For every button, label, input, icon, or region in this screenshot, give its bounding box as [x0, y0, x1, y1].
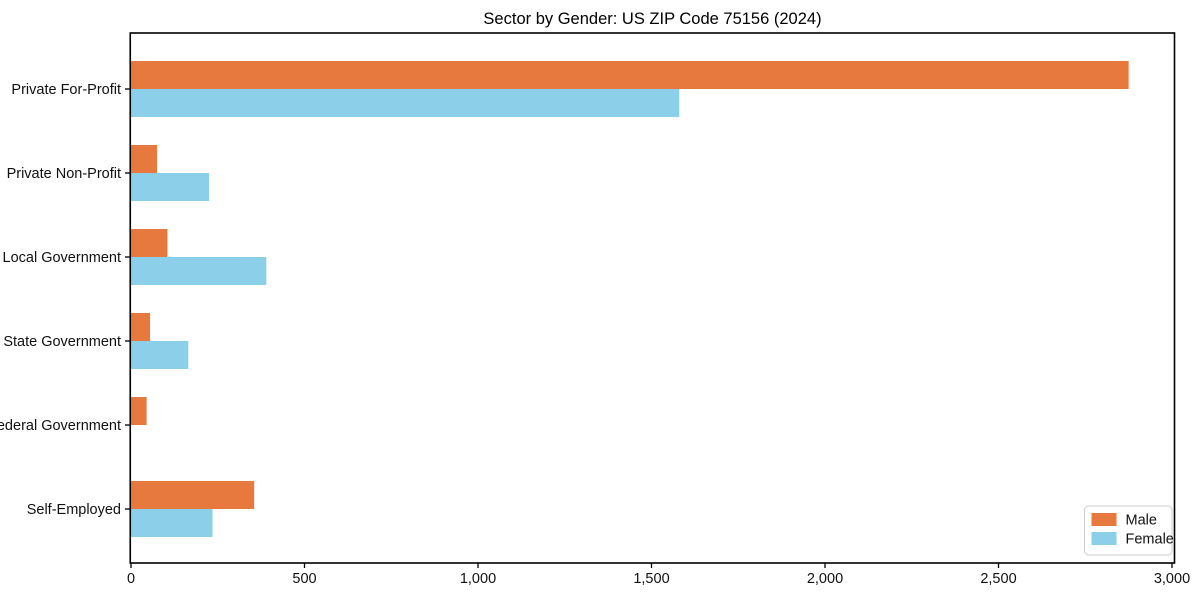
- bar-female-local-government: [131, 257, 267, 285]
- bar-male-state-government: [131, 313, 151, 341]
- x-tick-label: 2,500: [980, 571, 1016, 587]
- bar-male-self-employed: [131, 481, 255, 509]
- y-tick-label-private-for-profit: Private For-Profit: [11, 82, 121, 98]
- x-tick-label: 2,000: [807, 571, 843, 587]
- bar-male-local-government: [131, 229, 168, 257]
- y-tick-label-self-employed: Self-Employed: [27, 502, 121, 518]
- bar-female-private-for-profit: [131, 89, 680, 117]
- axes-frame: [129, 32, 1176, 564]
- legend-label-male: Male: [1126, 513, 1157, 529]
- y-tick-label-private-non-profit: Private Non-Profit: [7, 166, 121, 182]
- legend-swatch-male: [1091, 513, 1117, 526]
- x-tick-label: 1,500: [633, 571, 669, 587]
- x-tick-label: 3,000: [1154, 571, 1190, 587]
- chart-title: Sector by Gender: US ZIP Code 75156 (202…: [483, 10, 822, 28]
- bar-female-self-employed: [131, 509, 213, 537]
- x-tick-label: 1,000: [460, 571, 496, 587]
- y-tick-label-state-government: State Government: [3, 334, 121, 350]
- legend-label-female: Female: [1126, 532, 1174, 548]
- bar-male-private-non-profit: [131, 145, 158, 173]
- x-tick-label: 500: [292, 571, 316, 587]
- legend-swatch-female: [1091, 532, 1117, 545]
- bar-female-private-non-profit: [131, 173, 210, 201]
- y-tick-label-local-government: Local Government: [3, 250, 121, 266]
- x-tick-label: 0: [127, 571, 135, 587]
- bar-male-private-for-profit: [131, 61, 1129, 89]
- bar-male-federal-government: [131, 397, 147, 425]
- bar-female-state-government: [131, 341, 189, 369]
- y-tick-label-federal-government: Federal Government: [0, 418, 121, 434]
